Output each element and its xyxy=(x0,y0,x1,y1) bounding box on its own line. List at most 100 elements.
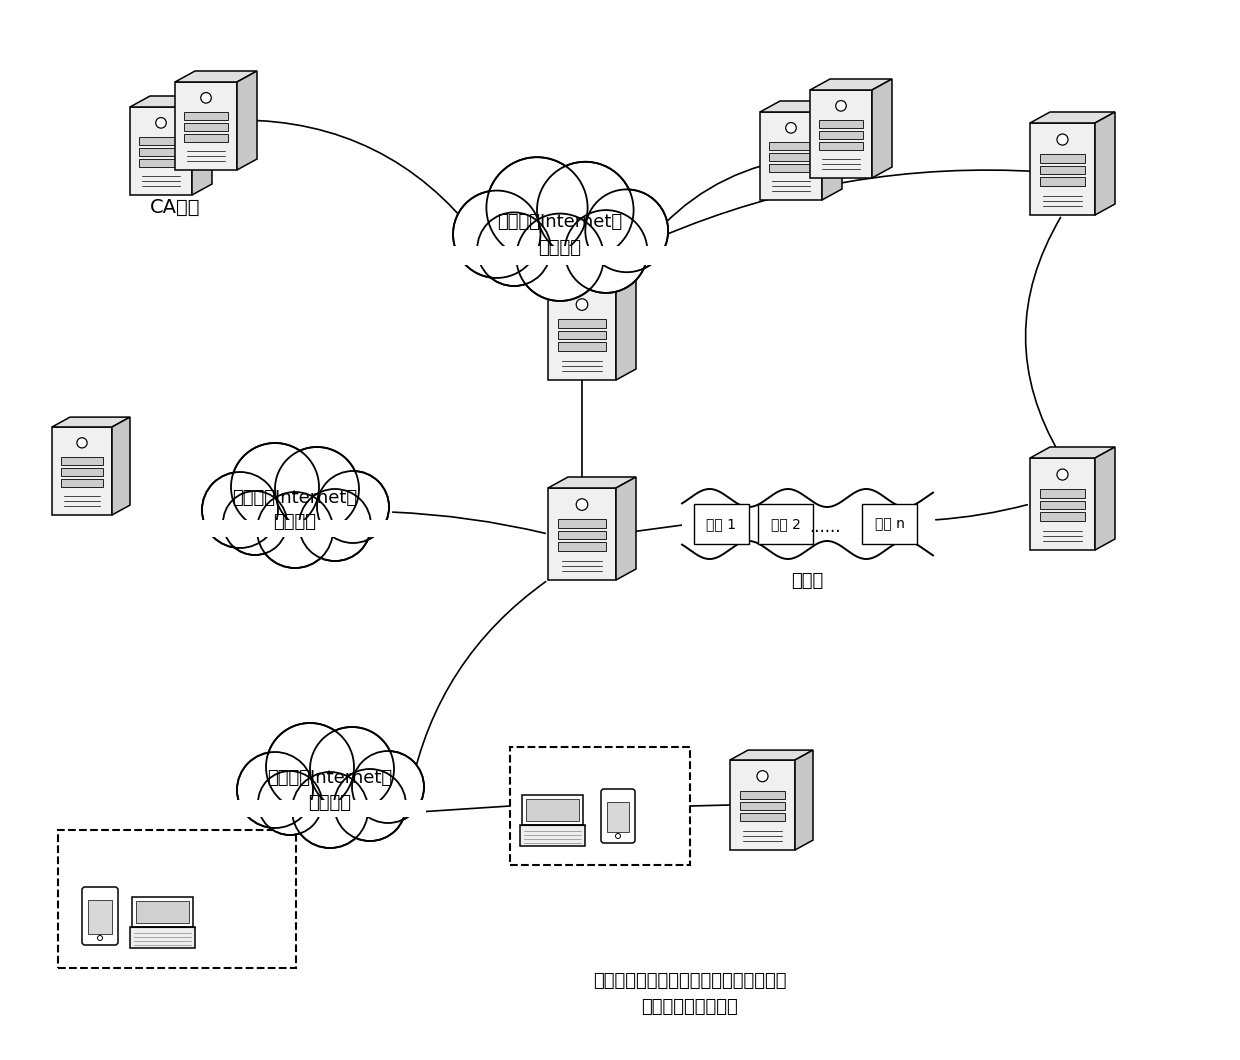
Text: 区块 2: 区块 2 xyxy=(770,517,801,531)
Circle shape xyxy=(258,771,322,835)
FancyBboxPatch shape xyxy=(601,789,635,843)
Circle shape xyxy=(577,299,588,311)
Bar xyxy=(1040,512,1085,520)
Polygon shape xyxy=(548,477,636,488)
Circle shape xyxy=(577,499,588,510)
Bar xyxy=(740,791,785,798)
Text: 或局域网: 或局域网 xyxy=(538,238,582,257)
Circle shape xyxy=(267,723,353,811)
Circle shape xyxy=(537,162,634,259)
Bar xyxy=(520,825,585,846)
Text: 或局域网: 或局域网 xyxy=(274,513,316,531)
Polygon shape xyxy=(192,96,212,195)
Polygon shape xyxy=(175,71,257,82)
Bar xyxy=(820,120,863,128)
Polygon shape xyxy=(616,477,636,580)
Text: 区块链: 区块链 xyxy=(791,572,823,590)
Bar xyxy=(61,457,103,465)
Polygon shape xyxy=(1095,112,1115,215)
Bar xyxy=(1040,165,1085,174)
Text: CA中心: CA中心 xyxy=(150,198,200,217)
Circle shape xyxy=(564,210,647,293)
Polygon shape xyxy=(810,90,872,178)
Polygon shape xyxy=(130,96,212,107)
Circle shape xyxy=(275,447,360,531)
Circle shape xyxy=(233,444,317,530)
Bar xyxy=(558,519,606,528)
Circle shape xyxy=(202,472,278,548)
Polygon shape xyxy=(175,82,237,170)
Bar xyxy=(136,901,188,923)
Bar xyxy=(88,900,112,934)
Circle shape xyxy=(277,448,357,530)
Bar xyxy=(769,164,812,172)
Text: 区块 1: 区块 1 xyxy=(707,517,737,531)
Bar xyxy=(1040,490,1085,497)
Text: 或局域网: 或局域网 xyxy=(309,794,351,812)
Polygon shape xyxy=(1095,447,1115,550)
Circle shape xyxy=(756,771,768,781)
Circle shape xyxy=(455,192,539,277)
Circle shape xyxy=(587,191,667,270)
Bar xyxy=(131,897,193,926)
Polygon shape xyxy=(548,288,616,379)
Circle shape xyxy=(77,438,87,448)
Circle shape xyxy=(585,190,668,272)
Text: 以太网（Internet）: 以太网（Internet） xyxy=(497,213,622,231)
Circle shape xyxy=(538,163,632,257)
Bar xyxy=(185,123,228,130)
Bar xyxy=(202,520,389,535)
Circle shape xyxy=(615,833,620,838)
Polygon shape xyxy=(760,112,822,200)
Circle shape xyxy=(231,443,319,531)
Bar xyxy=(237,800,424,815)
Circle shape xyxy=(299,489,371,561)
Bar xyxy=(1040,155,1085,162)
Bar xyxy=(820,131,863,139)
Circle shape xyxy=(1056,469,1068,480)
Bar xyxy=(1040,500,1085,509)
Circle shape xyxy=(317,471,389,543)
Circle shape xyxy=(238,754,311,827)
Circle shape xyxy=(300,491,370,560)
Bar xyxy=(558,342,606,351)
Polygon shape xyxy=(810,80,892,90)
Bar xyxy=(200,520,391,537)
Circle shape xyxy=(453,191,541,278)
FancyBboxPatch shape xyxy=(82,887,118,946)
Circle shape xyxy=(156,118,166,128)
Text: 以太网（Internet）: 以太网（Internet） xyxy=(232,489,357,507)
Polygon shape xyxy=(52,427,112,515)
Polygon shape xyxy=(1030,112,1115,123)
Circle shape xyxy=(353,753,423,822)
Circle shape xyxy=(237,752,312,828)
Circle shape xyxy=(268,724,352,810)
Bar xyxy=(185,112,228,120)
Bar xyxy=(130,928,195,948)
Circle shape xyxy=(224,493,285,553)
Bar xyxy=(740,801,785,810)
Bar xyxy=(61,479,103,487)
Polygon shape xyxy=(730,750,813,760)
Bar xyxy=(769,153,812,161)
Text: 区块链系统，例如，系统内可以包括联盟: 区块链系统，例如，系统内可以包括联盟 xyxy=(593,972,786,990)
Bar xyxy=(608,802,629,832)
Bar xyxy=(453,246,668,263)
Bar xyxy=(451,246,670,265)
Polygon shape xyxy=(1030,123,1095,215)
Circle shape xyxy=(486,157,588,259)
Polygon shape xyxy=(112,417,130,515)
Polygon shape xyxy=(1030,447,1115,458)
Bar xyxy=(139,159,182,166)
Text: 区块 n: 区块 n xyxy=(874,517,904,531)
Circle shape xyxy=(294,774,367,847)
Polygon shape xyxy=(548,277,636,288)
Circle shape xyxy=(518,215,603,300)
Circle shape xyxy=(487,159,587,257)
Polygon shape xyxy=(760,101,842,112)
Polygon shape xyxy=(237,71,257,170)
Circle shape xyxy=(203,474,277,547)
Bar xyxy=(526,798,579,820)
Bar xyxy=(522,795,583,825)
Circle shape xyxy=(258,494,331,566)
